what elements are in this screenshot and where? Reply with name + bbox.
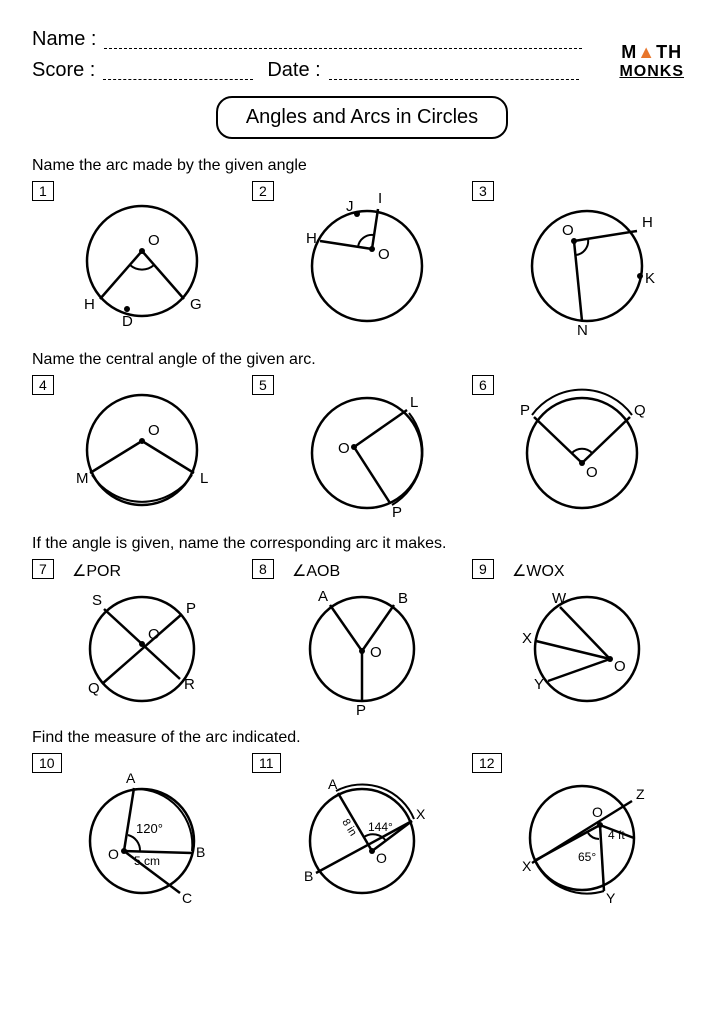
svg-text:B: B	[398, 590, 408, 607]
svg-text:I: I	[378, 190, 382, 207]
problem-number: 7	[32, 559, 54, 579]
problem-8: 8 ∠AOB O A B P	[252, 559, 472, 719]
svg-text:O: O	[376, 850, 387, 866]
section2-prompt: Name the central angle of the given arc.	[32, 351, 692, 369]
problem-6: 6 O P Q	[472, 375, 692, 525]
svg-text:X: X	[416, 806, 426, 822]
svg-text:Q: Q	[88, 680, 100, 697]
svg-text:O: O	[148, 422, 160, 439]
svg-text:P: P	[520, 402, 530, 419]
given-angle: ∠POR	[72, 561, 121, 581]
problem-number: 3	[472, 181, 494, 201]
svg-text:O: O	[378, 246, 390, 263]
svg-text:A: A	[328, 776, 338, 792]
score-label: Score :	[32, 59, 95, 82]
given-angle: ∠AOB	[292, 561, 340, 581]
problem-2: 2 O H I J	[252, 181, 472, 341]
svg-text:Y: Y	[534, 676, 544, 693]
problem-number: 6	[472, 375, 494, 395]
name-blank[interactable]	[104, 31, 582, 49]
svg-text:P: P	[356, 702, 366, 719]
svg-text:M: M	[76, 470, 89, 487]
svg-text:B: B	[196, 844, 205, 860]
svg-text:Z: Z	[636, 786, 645, 802]
problem-9: 9 ∠WOX O W X Y	[472, 559, 692, 719]
svg-text:X: X	[522, 630, 532, 647]
problem-12: 12 O X Y Z 65° 4 ft	[472, 753, 692, 913]
svg-text:P: P	[186, 600, 196, 617]
svg-text:A: A	[126, 770, 136, 786]
section1-prompt: Name the arc made by the given angle	[32, 157, 692, 175]
svg-text:5 cm: 5 cm	[134, 854, 160, 868]
svg-text:O: O	[148, 626, 160, 643]
problem-3: 3 O H N K	[472, 181, 692, 341]
problem-number: 4	[32, 375, 54, 395]
worksheet-title: Angles and Arcs in Circles	[216, 96, 508, 139]
svg-text:K: K	[645, 270, 655, 287]
svg-text:C: C	[182, 890, 192, 906]
svg-text:H: H	[84, 296, 95, 313]
given-angle: ∠WOX	[512, 561, 565, 581]
svg-text:G: G	[190, 296, 202, 313]
problem-number: 11	[252, 753, 281, 773]
date-label: Date :	[267, 59, 320, 82]
problem-11: 11 O A B X 144° 8 in	[252, 753, 472, 913]
problem-4: 4 O M L	[32, 375, 252, 525]
problem-number: 1	[32, 181, 54, 201]
svg-text:P: P	[392, 504, 402, 521]
svg-text:A: A	[318, 588, 328, 605]
svg-text:4 ft: 4 ft	[608, 828, 625, 842]
svg-text:O: O	[108, 846, 119, 862]
problem-10: 10 O A B C 120° 5 cm	[32, 753, 252, 913]
svg-text:X: X	[522, 858, 532, 874]
svg-text:65°: 65°	[578, 850, 596, 864]
svg-text:O: O	[592, 804, 603, 820]
math-monks-logo: M▲TH MONKS	[619, 42, 684, 81]
svg-text:Y: Y	[606, 890, 616, 906]
svg-text:B: B	[304, 868, 313, 884]
score-blank[interactable]	[103, 62, 253, 80]
problem-number: 9	[472, 559, 494, 579]
svg-text:R: R	[184, 676, 195, 693]
svg-text:Q: Q	[634, 402, 646, 419]
problem-number: 2	[252, 181, 274, 201]
svg-text:O: O	[148, 232, 160, 249]
svg-text:W: W	[552, 590, 567, 607]
problem-7: 7 ∠POR O S P Q R	[32, 559, 252, 719]
problem-number: 10	[32, 753, 62, 773]
svg-text:120°: 120°	[136, 821, 163, 836]
problem-number: 12	[472, 753, 502, 773]
svg-text:D: D	[122, 313, 133, 330]
svg-text:L: L	[200, 470, 208, 487]
svg-text:H: H	[642, 214, 653, 231]
svg-text:J: J	[346, 198, 354, 215]
svg-text:8 in: 8 in	[339, 817, 359, 838]
section3-prompt: If the angle is given, name the correspo…	[32, 535, 692, 553]
svg-text:144°: 144°	[368, 820, 393, 834]
svg-text:H: H	[306, 230, 317, 247]
svg-text:S: S	[92, 592, 102, 609]
svg-text:O: O	[586, 464, 598, 481]
name-label: Name :	[32, 28, 96, 51]
svg-text:O: O	[338, 440, 350, 457]
date-blank[interactable]	[329, 62, 579, 80]
svg-text:O: O	[562, 222, 574, 239]
svg-text:N: N	[577, 322, 588, 339]
svg-text:L: L	[410, 394, 418, 411]
problem-1: 1 O H G D	[32, 181, 252, 341]
problem-5: 5 O L P	[252, 375, 472, 525]
svg-text:O: O	[614, 658, 626, 675]
svg-text:O: O	[370, 644, 382, 661]
section4-prompt: Find the measure of the arc indicated.	[32, 729, 692, 747]
problem-number: 8	[252, 559, 274, 579]
problem-number: 5	[252, 375, 274, 395]
